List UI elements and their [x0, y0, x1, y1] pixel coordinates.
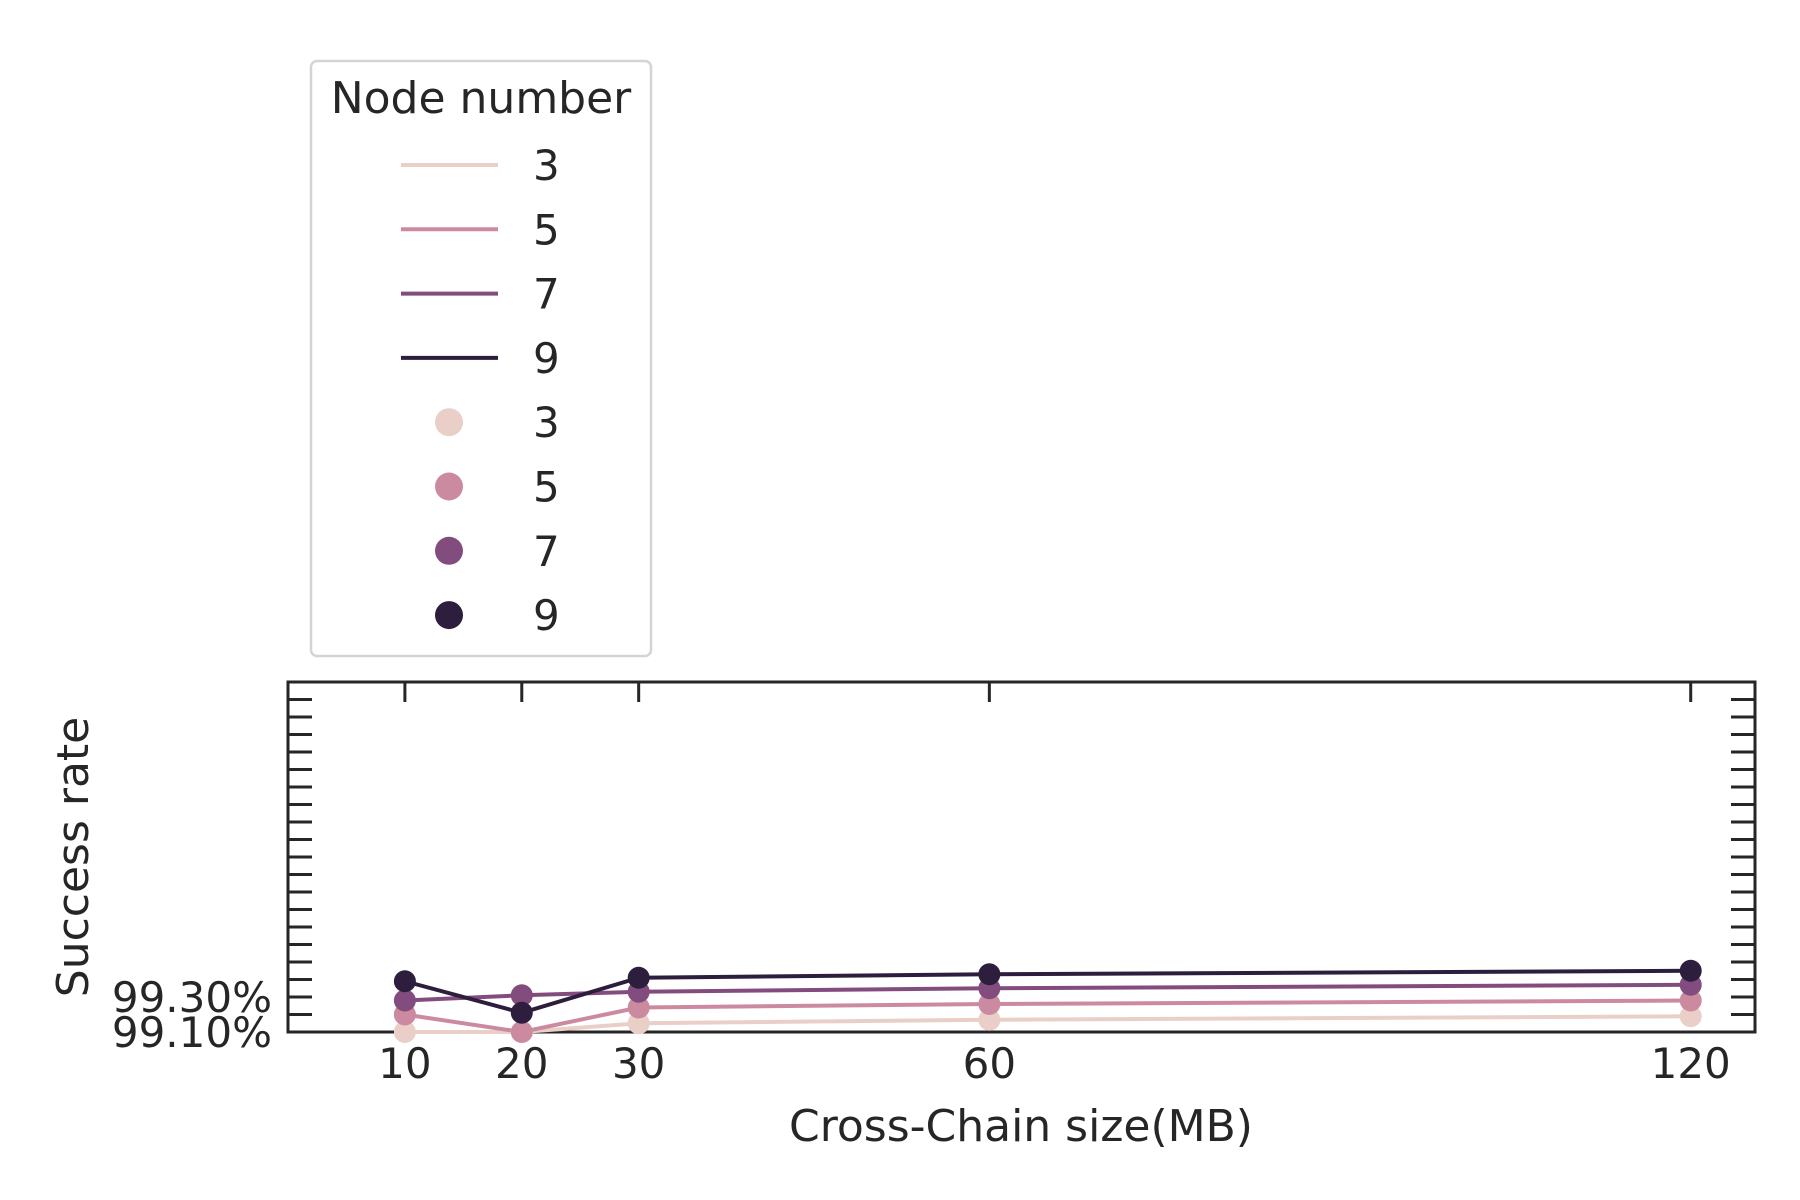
data-point-9 — [627, 966, 650, 989]
legend-marker-swatch — [435, 536, 463, 565]
legend-title: Node number — [331, 73, 632, 124]
legend-line-label: 3 — [533, 141, 560, 190]
x-axis-label: Cross-Chain size(MB) — [789, 1101, 1253, 1152]
data-point-7 — [510, 984, 533, 1007]
legend-marker-label: 7 — [533, 527, 560, 576]
data-point-9 — [978, 963, 1001, 986]
series-points — [393, 959, 1702, 1043]
legend-line-label: 9 — [533, 334, 560, 383]
data-point-9 — [510, 1001, 533, 1024]
axis-ticks — [288, 682, 1755, 1016]
legend-marker-swatch — [435, 408, 463, 437]
y-tick-label: 99.30% — [112, 973, 272, 1022]
data-point-3 — [393, 1021, 416, 1043]
data-point-3 — [627, 1012, 650, 1035]
series-line-7 — [404, 982, 1691, 1003]
legend: Node number 3 5 7 9 3 5 7 9 — [309, 59, 653, 658]
plot-frame — [286, 680, 1757, 1034]
axis-tick-labels: 10 20 30 60 120 99.10%99.30% — [112, 973, 1731, 1088]
data-point-9 — [1679, 959, 1702, 982]
data-point-5 — [978, 993, 1001, 1015]
data-point-5 — [510, 1021, 533, 1043]
x-tick-label: 120 — [1651, 1039, 1731, 1088]
data-point-3 — [1679, 1005, 1702, 1028]
x-tick-label: 10 — [378, 1039, 431, 1088]
y-axis-label: Success rate — [48, 717, 99, 997]
data-point-3 — [978, 1008, 1001, 1031]
x-tick-label: 20 — [495, 1039, 548, 1088]
data-point-9 — [393, 970, 416, 993]
legend-entries: 3 5 7 9 3 5 7 9 — [401, 141, 560, 640]
legend-marker-label: 3 — [533, 398, 560, 447]
data-point-5 — [1679, 989, 1702, 1012]
x-tick-label: 60 — [963, 1039, 1016, 1088]
y-tick-label: 99.10% — [112, 1008, 272, 1057]
data-point-5 — [627, 996, 650, 1019]
legend-line-label: 7 — [533, 270, 560, 319]
legend-marker-label: 9 — [533, 591, 560, 640]
data-point-7 — [393, 989, 416, 1012]
series-lines — [404, 968, 1691, 1035]
series-line-3 — [404, 1014, 1691, 1034]
legend-marker-swatch — [435, 472, 463, 501]
legend-marker-swatch — [435, 601, 463, 630]
legend-marker-label: 5 — [533, 463, 560, 512]
x-tick-label: 30 — [612, 1039, 665, 1088]
series-line-9 — [404, 968, 1691, 1015]
legend-line-label: 5 — [533, 205, 560, 254]
